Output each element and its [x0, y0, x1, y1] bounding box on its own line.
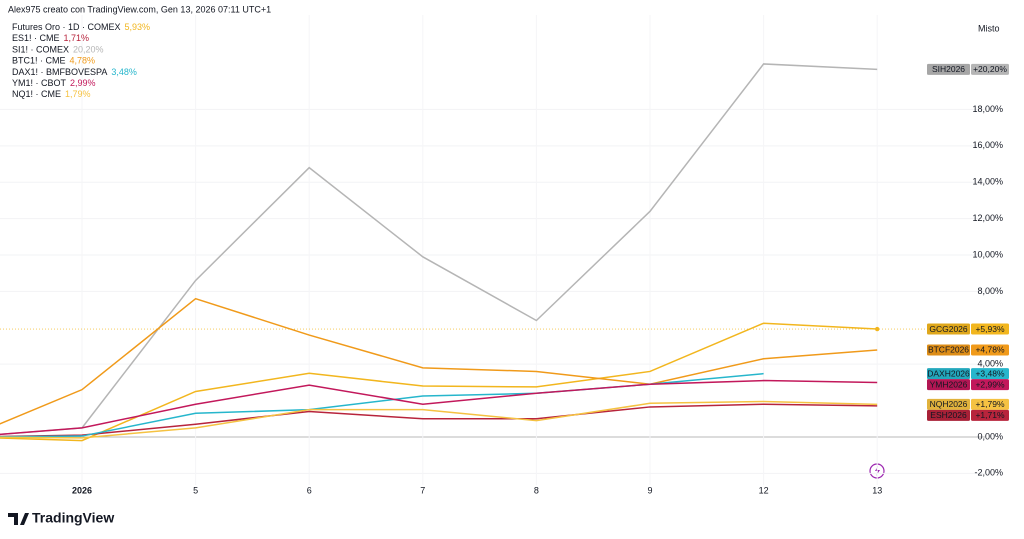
legend-entry: Futures Oro · 1D · COMEX 5,93%: [12, 22, 150, 32]
series-line: [0, 63, 878, 436]
legend-value: 20,20%: [73, 45, 104, 55]
series-value-box: [971, 368, 1009, 380]
legend-name: DAX1! · BMFBOVESPA: [12, 67, 107, 77]
legend-value: 1,71%: [64, 34, 90, 44]
series-tag-box: [927, 379, 970, 391]
y-tick-label: 10,00%: [972, 249, 1003, 259]
series-value-box: [971, 344, 1009, 356]
legend-value: 4,78%: [70, 56, 96, 66]
x-tick-label: 9: [647, 485, 652, 495]
series-last-value: +1,79%: [975, 399, 1005, 409]
legend-name: NQ1! · CME: [12, 90, 61, 100]
series-last-value: +20,20%: [973, 64, 1007, 74]
series-tag-shade: [927, 398, 970, 410]
legend-entry: DAX1! · BMFBOVESPA 3,48%: [12, 67, 137, 77]
legend-name: BTC1! · CME: [12, 56, 66, 66]
legend-name: Futures Oro · 1D · COMEX: [12, 22, 121, 32]
series-last-value: +5,93%: [975, 324, 1005, 334]
series-tag: NQH2026: [930, 399, 968, 409]
x-tick-label: 12: [759, 485, 769, 495]
y-tick-label: 18,00%: [972, 104, 1003, 114]
series-line: [0, 379, 878, 436]
series-tag-shade: [927, 379, 970, 391]
series-tag-shade: [927, 409, 970, 421]
series-line: [0, 403, 878, 438]
series-last-value: +1,71%: [975, 410, 1005, 420]
series-value-box: [971, 323, 1009, 335]
series-value-box: [971, 379, 1009, 391]
series-tag-shade: [927, 323, 970, 335]
brand-name: TradingView: [32, 510, 114, 526]
series-tag: SIH2026: [932, 64, 965, 74]
series-tag: BTCF2026: [928, 345, 969, 355]
legend-entry: BTC1! · CME 4,78%: [12, 56, 95, 66]
x-tick-label: 8: [534, 485, 539, 495]
series-value-box: [971, 409, 1009, 421]
series-tag-shade: [927, 344, 970, 356]
series-tag: GCG2026: [929, 324, 968, 334]
y-tick-label: 0,00%: [977, 431, 1003, 441]
series-tag-box: [927, 409, 970, 421]
series-line: [0, 322, 878, 442]
legend-value: 3,48%: [111, 67, 137, 77]
legend-name: YM1! · CBOT: [12, 78, 67, 88]
series-last-value: +2,99%: [975, 379, 1005, 389]
series-tag: ESH2026: [930, 410, 967, 420]
y-tick-label: 16,00%: [972, 140, 1003, 150]
legend-entry: ES1! · CME 1,71%: [12, 34, 89, 44]
series-tag-shade: [927, 368, 970, 380]
series-tag-box: [927, 368, 970, 380]
y-tick-label: -2,00%: [974, 468, 1003, 478]
last-point: [875, 326, 880, 332]
y-tick-label: 14,00%: [972, 177, 1003, 187]
legend-value: 2,99%: [70, 78, 96, 88]
series-line: [0, 372, 764, 438]
series-line: [0, 297, 878, 425]
legend-entry: YM1! · CBOT 2,99%: [12, 78, 96, 88]
series-tag-box: [927, 323, 970, 335]
legend-name: ES1! · CME: [12, 34, 60, 44]
brand-logo: TradingView: [8, 510, 114, 526]
legend-value: 1,79%: [65, 90, 91, 100]
series-tag-box: [927, 398, 970, 410]
x-tick-label: 6: [307, 485, 312, 495]
series-tag-shade: [927, 63, 970, 75]
scale-label: Misto: [978, 23, 1000, 33]
series-line: [0, 400, 878, 439]
series-value-box: [971, 398, 1009, 410]
header: Alex975 creato con TradingView.com, Gen …: [8, 4, 271, 14]
x-tick-label: 7: [420, 485, 425, 495]
x-tick-label: 2026: [72, 485, 92, 495]
series-tag-box: [927, 344, 970, 356]
legend-name: SI1! · COMEX: [12, 45, 69, 55]
series-last-value: +4,78%: [975, 345, 1005, 355]
series-value-box: [971, 63, 1009, 75]
x-tick-label: 13: [872, 485, 882, 495]
y-tick-label: 4,00%: [977, 359, 1003, 369]
y-tick-label: 12,00%: [972, 213, 1003, 223]
legend-entry: NQ1! · CME 1,79%: [12, 90, 91, 100]
x-tick-label: 5: [193, 485, 198, 495]
legend-entry: SI1! · COMEX 20,20%: [12, 45, 104, 55]
y-tick-label: 8,00%: [977, 286, 1003, 296]
logo-icon: [8, 513, 29, 525]
legend-value: 5,93%: [125, 22, 151, 32]
series-last-value: +3,48%: [975, 368, 1005, 378]
series-tag: DAXH2026: [927, 368, 970, 378]
series-tag: YMH2026: [930, 379, 968, 389]
series-tag-box: [927, 63, 970, 75]
